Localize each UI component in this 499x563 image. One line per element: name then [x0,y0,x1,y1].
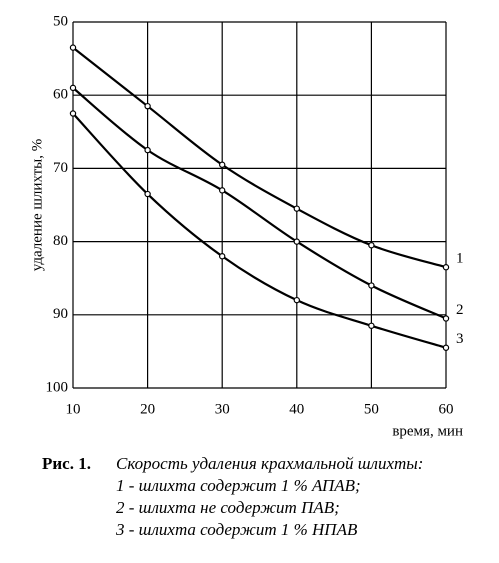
point [442,264,450,271]
x-tick-label: 20 [140,401,155,417]
y-tick-label: 80 [53,233,68,249]
caption-line: 2 - шлихта не содержит ПАВ; [116,498,340,517]
point [69,110,77,117]
point [368,242,375,249]
y-tick-label: 60 [53,87,68,103]
y-tick-label: 100 [46,379,69,395]
point [69,84,77,92]
point [368,322,375,329]
point [368,282,375,289]
x-tick-label: 10 [66,401,81,417]
x-tick-label: 50 [364,401,379,417]
line [72,112,447,349]
series-label: 3 [456,331,464,347]
point [69,44,77,51]
point [442,315,450,322]
x-axis-label: время, мин [392,423,463,439]
y-axis-label: удаление шлихты, % [29,139,45,271]
y-tick-label: 90 [53,306,68,322]
line [72,46,447,269]
y-tick-label: 70 [53,160,68,176]
caption-title: Скорость удаления крахмальной шлихты: [116,454,423,473]
point [218,161,226,168]
series-label: 1 [456,251,464,267]
point [293,296,300,304]
point [144,146,151,154]
x-tick-label: 60 [439,401,454,417]
point [218,253,226,260]
x-tick-label: 30 [215,401,230,417]
point [293,238,300,245]
point [144,102,151,110]
point [442,344,450,351]
line [72,87,447,320]
y-tick-label: 50 [53,13,68,29]
point [218,187,226,194]
caption-line: 3 - шлихта содержит 1 % НПАВ [115,520,358,539]
caption-line: 1 - шлихта содержит 1 % АПАВ; [116,476,361,495]
point [293,205,300,212]
point [144,190,151,198]
series-label: 2 [456,302,464,318]
caption-label: Рис. 1. [42,454,91,473]
x-tick-label: 40 [289,401,304,417]
